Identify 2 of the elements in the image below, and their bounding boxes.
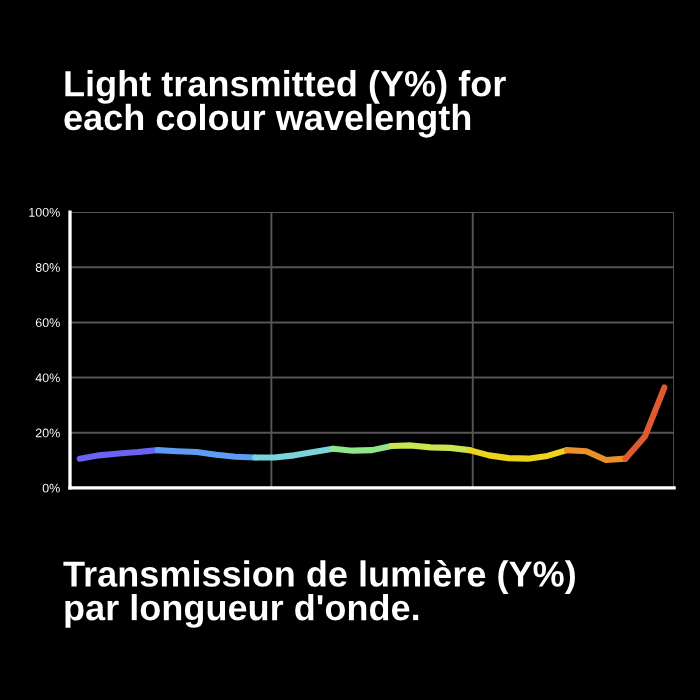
text: Transmission de lumière (Y%) par longueur d'onde.: [63, 560, 575, 628]
chart-title: Light transmitted (Y%) for each colour wavelength: [64, 70, 506, 138]
